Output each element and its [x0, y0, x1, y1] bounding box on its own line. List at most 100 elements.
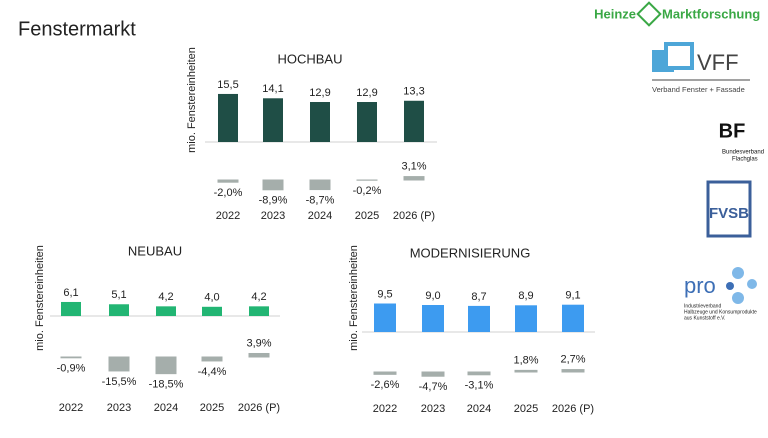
x-tick-label: 2023: [421, 403, 445, 415]
x-tick-label: 2022: [59, 402, 83, 414]
change-bar: [108, 356, 130, 372]
value-label: 5,1: [111, 289, 126, 301]
change-label: -2,0%: [214, 187, 243, 199]
x-tick-label: 2025: [200, 402, 224, 414]
bar: [515, 305, 537, 332]
logo-text: Bundesverband: [722, 150, 764, 156]
change-label: -0,2%: [353, 185, 382, 197]
change-bar: [217, 179, 239, 183]
bar: [263, 98, 283, 142]
x-tick-label: 2025: [514, 403, 538, 415]
value-label: 9,1: [565, 290, 580, 302]
change-label: -4,4%: [198, 366, 227, 378]
logo-text: aus Kunststoff e.V.: [684, 315, 725, 321]
chart-title: NEUBAU: [128, 243, 182, 258]
change-label: -4,7%: [419, 381, 448, 393]
change-bar: [373, 371, 397, 375]
bar: [357, 102, 377, 142]
change-label: -0,9%: [57, 363, 86, 375]
bar: [310, 102, 330, 142]
bar: [202, 306, 222, 316]
change-bar: [403, 176, 425, 181]
x-tick-label: 2024: [467, 403, 491, 415]
value-label: 8,7: [471, 291, 486, 303]
value-label: 6,1: [63, 287, 78, 299]
value-label: 9,5: [377, 288, 392, 300]
logo-icon: [732, 292, 744, 304]
change-label: -8,7%: [306, 194, 335, 206]
logo-frame: [706, 180, 752, 238]
x-tick-label: 2025: [355, 210, 379, 222]
vff-logo: VFF Verband Fenster + Fassade: [652, 42, 750, 94]
value-label: 9,0: [425, 290, 440, 302]
x-tick-label: 2026 (P): [552, 403, 594, 415]
logo-text: FVSB: [709, 205, 749, 222]
change-bar: [155, 356, 177, 375]
change-label: -3,1%: [465, 380, 494, 392]
y-axis-label: mio. Fenstereinheiten: [348, 245, 360, 351]
value-label: 12,9: [356, 87, 377, 99]
logo-icon: [664, 42, 694, 70]
prok-logo: pro Industrieverband Halbzeuge und Konsu…: [684, 267, 757, 321]
bar: [562, 304, 584, 332]
fvsb-logo: FVSB: [706, 180, 752, 238]
logo-text: Flachglas: [732, 157, 758, 163]
value-label: 8,9: [518, 290, 533, 302]
logo-text: Heinze: [594, 6, 636, 21]
bar: [218, 93, 238, 142]
change-bar: [467, 371, 491, 376]
change-bar: [421, 371, 445, 377]
bar: [156, 306, 176, 316]
heinze-logo: Heinze Marktforschung: [594, 1, 760, 27]
chart-title: HOCHBAU: [277, 51, 342, 66]
change-label: -2,6%: [371, 379, 400, 391]
value-label: 13,3: [403, 86, 424, 98]
logo-icon: [732, 267, 744, 279]
logo-text: Marktforschung: [662, 6, 760, 21]
page-title: Fenstermarkt: [18, 18, 136, 40]
change-label: -8,9%: [259, 195, 288, 207]
logo-icon: [747, 279, 757, 289]
logo-text: pro: [684, 273, 716, 298]
change-label: 1,8%: [513, 354, 538, 366]
change-bar: [201, 356, 223, 362]
value-label: 14,1: [262, 83, 283, 95]
y-axis-label: mio. Fenstereinheiten: [186, 47, 198, 153]
change-label: -18,5%: [149, 379, 184, 391]
change-bar: [309, 179, 331, 191]
bar: [374, 303, 396, 332]
value-label: 4,0: [204, 292, 219, 304]
x-tick-label: 2026 (P): [238, 402, 280, 414]
logo-text: Verband Fenster + Fassade: [652, 85, 745, 94]
x-tick-label: 2022: [373, 403, 397, 415]
value-label: 4,2: [158, 291, 173, 303]
x-tick-label: 2022: [216, 210, 240, 222]
x-tick-label: 2026 (P): [393, 210, 435, 222]
x-tick-label: 2024: [308, 210, 332, 222]
change-label: 3,9%: [246, 337, 271, 349]
change-bar: [514, 369, 538, 373]
x-tick-label: 2024: [154, 402, 178, 414]
change-bar: [262, 179, 284, 191]
logo-text: Industrieverband: [684, 303, 721, 309]
bar: [109, 304, 129, 316]
logo-text: BF: [719, 120, 746, 142]
y-axis-label: mio. Fenstereinheiten: [34, 245, 46, 351]
change-bar: [248, 352, 270, 358]
bar: [61, 301, 81, 316]
bar: [404, 100, 424, 142]
bar: [422, 305, 444, 332]
change-label: 3,1%: [401, 160, 426, 172]
change-label: 2,7%: [560, 353, 585, 365]
value-label: 15,5: [217, 79, 238, 91]
x-tick-label: 2023: [107, 402, 131, 414]
value-label: 12,9: [309, 87, 330, 99]
logo-text: Halbzeuge und Konsumprodukte: [684, 309, 757, 315]
logo-icon: [636, 1, 662, 27]
value-label: 4,2: [251, 291, 266, 303]
chart-title: MODERNISIERUNG: [410, 245, 531, 260]
change-bar: [561, 369, 585, 373]
bar: [468, 305, 490, 332]
logo-text: VFF: [697, 50, 739, 75]
